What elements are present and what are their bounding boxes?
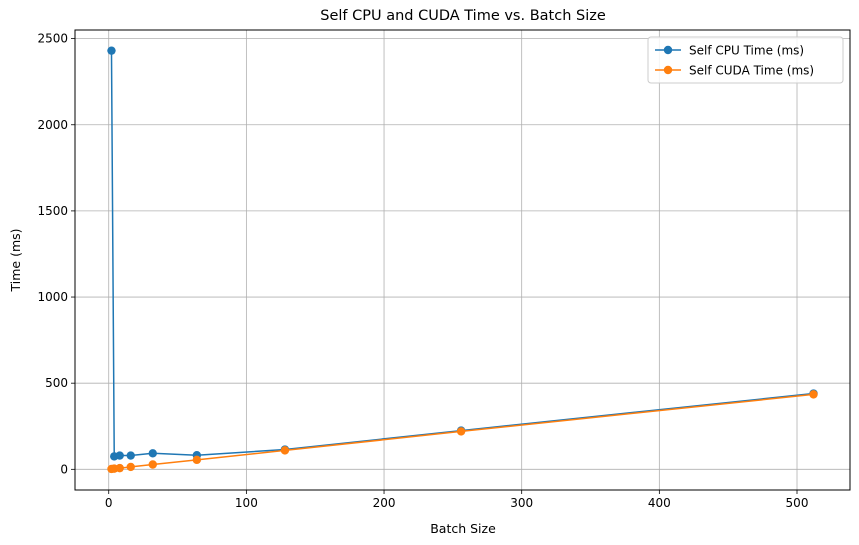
series-line	[110, 50, 814, 458]
data-point	[148, 460, 157, 469]
data-point	[809, 390, 818, 399]
grid	[75, 30, 850, 490]
data-point	[115, 463, 124, 473]
legend-marker	[663, 45, 673, 55]
x-tick-label: 400	[648, 496, 671, 510]
data-point	[126, 462, 135, 472]
chart-title: Self CPU and CUDA Time vs. Batch Size	[320, 8, 606, 24]
y-tick-label: 2500	[37, 32, 68, 46]
y-tick-label: 1000	[37, 290, 68, 304]
y-tick-label: 2000	[37, 118, 68, 132]
x-tick-label: 300	[510, 496, 533, 510]
y-axis-label: Time (ms)	[8, 228, 23, 292]
x-tick-label: 500	[786, 496, 809, 510]
x-tick-label: 100	[235, 496, 258, 510]
data-point	[126, 451, 135, 460]
legend: Self CPU Time (ms) Self CUDA Time (ms)	[647, 36, 844, 84]
x-tick-label: 200	[373, 496, 396, 510]
legend-label: Self CUDA Time (ms)	[689, 64, 814, 78]
x-tick-label: 0	[105, 496, 113, 510]
data-point	[148, 449, 157, 458]
y-tick-label: 0	[60, 462, 68, 476]
legend-marker	[663, 65, 673, 75]
y-tick-label: 500	[45, 376, 68, 390]
x-axis-label: Batch Size	[430, 521, 496, 536]
legend-label: Self CPU Time (ms)	[689, 44, 804, 58]
y-tick-label: 1500	[37, 204, 68, 218]
legend-box	[647, 36, 844, 84]
data-point	[107, 46, 116, 55]
series-layer	[107, 46, 818, 474]
plot-frame	[74, 29, 851, 491]
data-point	[456, 427, 466, 436]
data-point	[115, 451, 124, 460]
data-point	[280, 446, 290, 455]
data-point	[192, 455, 202, 465]
ticks: 0 100 200 300 400 500 0 500 1000 1500 2000 2500	[37, 32, 808, 510]
